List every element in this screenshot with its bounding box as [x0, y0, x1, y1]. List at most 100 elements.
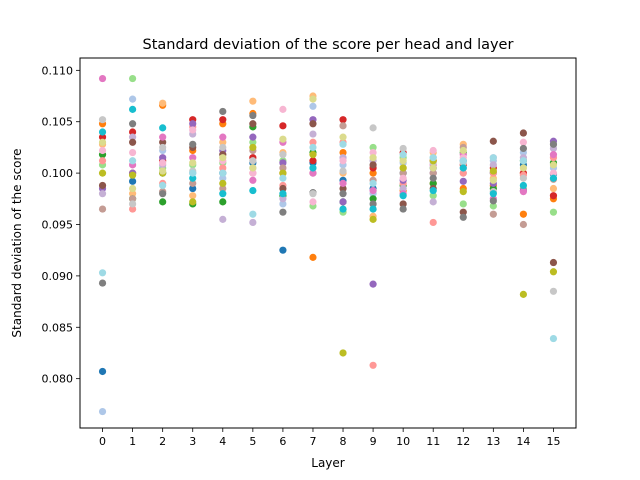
scatter-point — [369, 200, 377, 208]
scatter-point — [189, 174, 197, 182]
scatter-point — [309, 253, 317, 261]
scatter-point — [309, 169, 317, 177]
scatter-point — [249, 218, 257, 227]
scatter-point — [399, 192, 407, 200]
y-tick-label: 0.085 — [42, 321, 74, 334]
scatter-point — [369, 179, 377, 187]
y-axis-label: Standard deviation of the score — [10, 148, 24, 337]
y-tick-label: 0.100 — [42, 167, 74, 180]
scatter-point — [519, 210, 527, 218]
scatter-point — [489, 154, 497, 162]
scatter-point — [309, 102, 317, 110]
scatter-point — [339, 198, 347, 206]
scatter-point — [399, 174, 407, 182]
x-axis: 0 1 2 3 4 5 6 7 8 9 10 11 12 13 14 15 — [99, 428, 560, 448]
scatter-point — [339, 157, 347, 165]
scatter-point — [219, 133, 227, 141]
scatter-point — [159, 154, 167, 162]
scatter-point — [219, 198, 227, 206]
scatter-point — [249, 133, 257, 141]
scatter-point — [249, 186, 257, 195]
scatter-point — [129, 195, 137, 203]
scatter-point — [279, 122, 287, 130]
scatter-point — [369, 161, 377, 169]
scatter-point — [129, 120, 137, 128]
y-axis: 0.080 0.085 0.090 0.095 0.100 0.105 0.110 — [42, 64, 80, 386]
scatter-point — [129, 177, 137, 185]
scatter-point — [219, 138, 227, 146]
scatter-point — [129, 200, 137, 208]
scatter-point — [519, 174, 527, 182]
scatter-point — [219, 215, 227, 223]
scatter-point — [189, 198, 197, 206]
scatter-point — [98, 157, 107, 165]
scatter-point — [519, 129, 527, 137]
scatter-point — [429, 154, 437, 162]
scatter-point — [489, 190, 497, 198]
scatter-point — [159, 159, 167, 167]
scatter-point — [429, 169, 437, 177]
scatter-point — [249, 210, 257, 218]
x-tick-label: 8 — [340, 435, 347, 448]
scatter-point — [549, 287, 558, 295]
scatter-point — [129, 157, 137, 165]
scatter-point — [459, 200, 467, 208]
scatter-point — [98, 146, 107, 155]
scatter-point — [339, 116, 347, 124]
scatter-point — [519, 181, 527, 190]
scatter-point — [249, 111, 257, 120]
scatter-point — [249, 120, 257, 128]
scatter-point — [98, 138, 107, 146]
x-tick-label: 9 — [370, 435, 377, 448]
x-tick-label: 7 — [309, 435, 316, 448]
x-tick-label: 2 — [159, 435, 166, 448]
scatter-point — [279, 200, 287, 208]
scatter-point — [399, 205, 407, 213]
scatter-point — [98, 116, 107, 124]
scatter-point — [459, 164, 467, 172]
scatter-point — [189, 140, 197, 148]
scatter-point — [429, 164, 437, 172]
scatter-point — [129, 190, 137, 198]
scatter-point — [309, 130, 317, 138]
x-tick-label: 12 — [456, 435, 470, 448]
scatter-point — [489, 202, 497, 210]
scatter-point — [309, 190, 317, 198]
scatter-point — [98, 169, 107, 177]
scatter-point — [429, 174, 437, 182]
scatter-point — [369, 195, 377, 203]
scatter-point — [309, 95, 317, 103]
scatter-point — [279, 246, 287, 254]
scatter-point — [369, 215, 377, 223]
scatter-point — [159, 124, 167, 132]
scatter-point — [399, 169, 407, 177]
scatter-point — [489, 137, 497, 145]
scatter-point — [399, 144, 407, 153]
scatter-point — [519, 188, 527, 196]
x-tick-label: 13 — [486, 435, 500, 448]
scatter-point — [339, 205, 347, 213]
scatter-point — [459, 208, 467, 216]
scatter-point — [279, 151, 287, 159]
scatter-point — [129, 148, 137, 157]
scatter-point — [459, 213, 467, 221]
scatter-point — [189, 159, 197, 167]
scatter-point — [159, 190, 167, 198]
scatter-point — [369, 148, 377, 157]
scatter-point — [98, 269, 107, 277]
scatter-point — [98, 181, 107, 190]
scatter-point — [159, 99, 167, 107]
scatter-point — [219, 154, 227, 162]
scatter-point — [339, 179, 347, 187]
scatter-point — [549, 174, 558, 182]
scatter-point — [309, 138, 317, 146]
scatter-point — [549, 151, 558, 159]
scatter-point — [279, 174, 287, 182]
scatter-point — [189, 126, 197, 134]
scatter-point — [429, 218, 437, 227]
scatter-point — [549, 334, 558, 343]
x-tick-label: 11 — [426, 435, 440, 448]
scatter-point — [519, 220, 527, 229]
scatter-point — [279, 105, 287, 113]
